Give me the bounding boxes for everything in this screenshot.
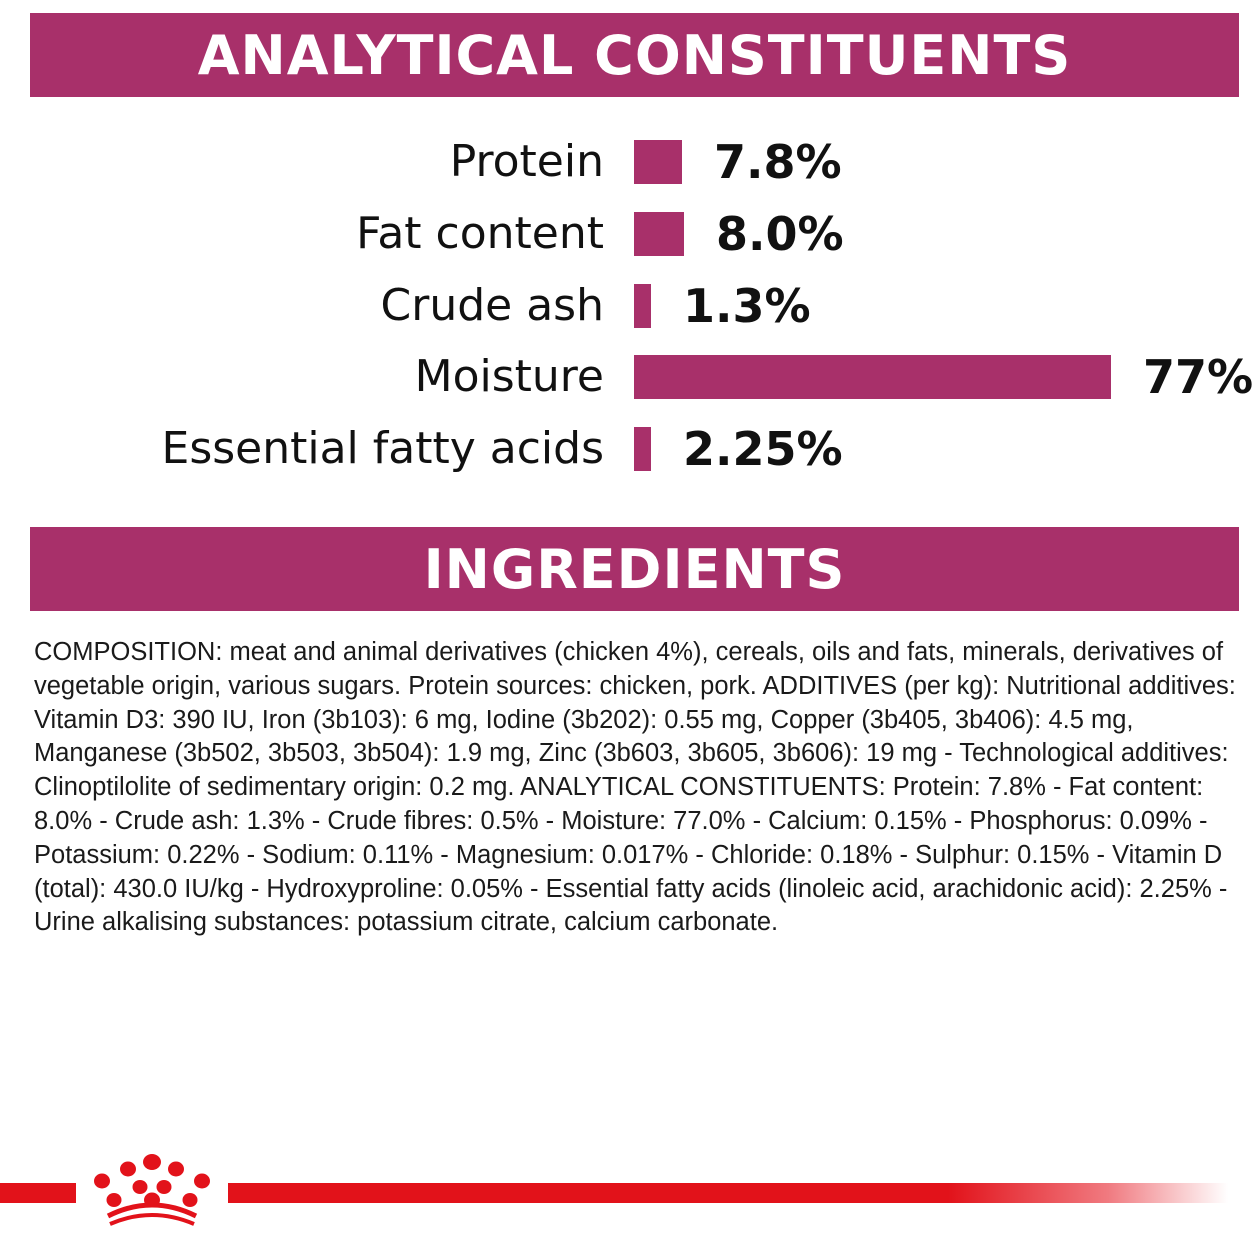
composition-text: COMPOSITION: meat and animal derivatives… xyxy=(34,638,1236,937)
constituent-label: Protein xyxy=(449,136,604,187)
constituent-value: 7.8% xyxy=(714,135,842,189)
footer-line-right xyxy=(228,1183,1228,1203)
constituent-value: 2.25% xyxy=(683,422,843,476)
analytical-constituents-heading: ANALYTICAL CONSTITUENTS xyxy=(197,23,1072,87)
constituent-value: 8.0% xyxy=(716,207,844,261)
analytical-constituents-banner: ANALYTICAL CONSTITUENTS xyxy=(30,13,1239,97)
constituent-row-protein: Protein 7.8% xyxy=(0,135,1254,189)
constituent-value: 1.3% xyxy=(683,279,811,333)
ingredients-banner: INGREDIENTS xyxy=(30,527,1239,611)
constituent-row-crude-ash: Crude ash 1.3% xyxy=(0,279,1254,333)
constituent-label: Fat content xyxy=(356,208,604,259)
constituent-label: Essential fatty acids xyxy=(161,423,604,474)
crown-icon xyxy=(84,1150,220,1232)
constituent-bar xyxy=(634,355,1111,399)
constituent-bar xyxy=(634,212,684,256)
constituent-bar xyxy=(634,284,651,328)
constituent-row-moisture: Moisture 77% xyxy=(0,350,1254,404)
constituent-label: Moisture xyxy=(414,351,604,402)
constituent-value: 77% xyxy=(1143,350,1254,404)
constituent-label: Crude ash xyxy=(380,280,604,331)
constituent-bar xyxy=(634,427,651,471)
ingredients-heading: INGREDIENTS xyxy=(423,537,846,601)
constituent-bar xyxy=(634,140,682,184)
footer-line-left xyxy=(0,1183,76,1203)
constituent-row-fat-content: Fat content 8.0% xyxy=(0,207,1254,261)
constituent-row-essential-fatty-acids: Essential fatty acids 2.25% xyxy=(0,422,1254,476)
